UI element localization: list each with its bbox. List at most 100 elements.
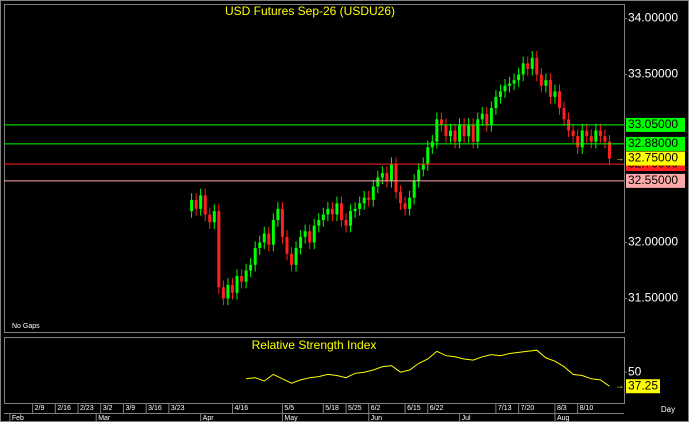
candle-body bbox=[303, 231, 307, 237]
candle-body bbox=[607, 141, 611, 159]
candle-body bbox=[439, 119, 443, 125]
level-label-box bbox=[626, 136, 685, 151]
x-tick-label: 8/3 bbox=[557, 405, 567, 412]
candle-body bbox=[194, 199, 198, 209]
y-tick-label: 32.00000 bbox=[628, 235, 678, 249]
last-label: 32.75000 bbox=[628, 151, 678, 165]
candle-body bbox=[330, 208, 334, 215]
candle-body bbox=[480, 113, 484, 120]
candle-body bbox=[208, 214, 212, 223]
candle-body bbox=[380, 173, 384, 178]
month-label: May bbox=[284, 415, 298, 422]
candle-body bbox=[290, 253, 294, 265]
last-label-box bbox=[626, 379, 660, 394]
candle-body bbox=[339, 203, 343, 221]
x-tick-label: 8/10 bbox=[580, 405, 594, 412]
candle-body bbox=[503, 85, 507, 92]
candle-body bbox=[276, 208, 280, 221]
candle-body bbox=[321, 214, 325, 221]
candle-body bbox=[558, 91, 562, 109]
candle-body bbox=[458, 124, 462, 142]
candle-body bbox=[517, 74, 521, 81]
candle-body bbox=[553, 91, 557, 97]
rsi-title: Relative Strength Index bbox=[252, 338, 377, 352]
candle-body bbox=[521, 63, 525, 75]
x-tick-label: 5/18 bbox=[325, 405, 339, 412]
level-label-box bbox=[626, 173, 685, 188]
candle-body bbox=[326, 208, 330, 215]
candle-body bbox=[430, 141, 434, 148]
candle-body bbox=[280, 208, 284, 237]
candle-body bbox=[421, 164, 425, 170]
candle-body bbox=[417, 169, 421, 181]
candle-body bbox=[349, 211, 353, 226]
candle-body bbox=[594, 130, 598, 142]
candle-body bbox=[308, 231, 312, 243]
month-label: Feb bbox=[12, 415, 24, 422]
x-tick-label: 6/15 bbox=[407, 405, 421, 412]
month-label: Jun bbox=[371, 415, 382, 422]
month-label: Mar bbox=[98, 415, 111, 422]
candle-body bbox=[399, 192, 403, 204]
candle-body bbox=[526, 63, 530, 69]
candle-body bbox=[240, 276, 244, 282]
price-panel bbox=[4, 4, 625, 333]
candle-body bbox=[408, 197, 412, 209]
candle-body bbox=[512, 80, 516, 84]
last-arrow: → bbox=[615, 153, 624, 163]
candle-body bbox=[476, 119, 480, 142]
candle-body bbox=[489, 108, 493, 125]
x-tick-label: 2/16 bbox=[57, 405, 71, 412]
candle-body bbox=[598, 130, 602, 137]
candle-body bbox=[403, 203, 407, 209]
candle-body bbox=[217, 211, 221, 288]
month-label: Aug bbox=[557, 415, 570, 422]
level-label: 32.88000 bbox=[628, 136, 678, 150]
x-tick-label: 3/16 bbox=[148, 405, 162, 412]
candle-body bbox=[548, 80, 552, 97]
candle-body bbox=[371, 186, 375, 200]
candle-body bbox=[253, 248, 257, 265]
x-tick-label: 4/16 bbox=[234, 405, 248, 412]
candle-body bbox=[230, 284, 234, 293]
x-tick-label: 6/2 bbox=[371, 405, 381, 412]
candle-body bbox=[394, 164, 398, 193]
candle-body bbox=[426, 147, 430, 165]
candle-body bbox=[539, 74, 543, 86]
x-tick-label: 3/9 bbox=[125, 405, 135, 412]
candle-body bbox=[344, 220, 348, 226]
candle-body bbox=[226, 284, 230, 299]
candle-body bbox=[530, 57, 534, 69]
x-tick-label: 3/2 bbox=[103, 405, 113, 412]
y-tick-label: 33.50000 bbox=[628, 67, 678, 81]
candle-body bbox=[235, 276, 239, 293]
candle-body bbox=[299, 236, 303, 249]
x-tick-label: 7/20 bbox=[521, 405, 535, 412]
candle-body bbox=[376, 177, 380, 187]
candle-body bbox=[562, 108, 566, 120]
month-label: Jul bbox=[462, 415, 471, 422]
candle-body bbox=[389, 164, 393, 181]
rsi-line bbox=[246, 349, 610, 387]
candle-body bbox=[267, 233, 271, 245]
candle-body bbox=[249, 264, 253, 271]
y-tick-label: 31.50000 bbox=[628, 291, 678, 305]
rsi-panel bbox=[4, 337, 625, 404]
candle-body bbox=[244, 270, 248, 282]
candle-body bbox=[335, 203, 339, 215]
x-tick-label: 2/9 bbox=[35, 405, 45, 412]
candle-body bbox=[589, 136, 593, 142]
candle-body bbox=[353, 208, 357, 212]
candle-body bbox=[203, 195, 207, 215]
candle-body bbox=[471, 124, 475, 142]
candle-body bbox=[367, 197, 371, 200]
candle-body bbox=[312, 225, 316, 243]
gap-note: No Gaps bbox=[12, 323, 40, 330]
candle-body bbox=[199, 195, 203, 209]
level-label: 32.55000 bbox=[628, 173, 678, 187]
candle-body bbox=[258, 242, 262, 249]
x-unit: Day bbox=[661, 405, 675, 414]
